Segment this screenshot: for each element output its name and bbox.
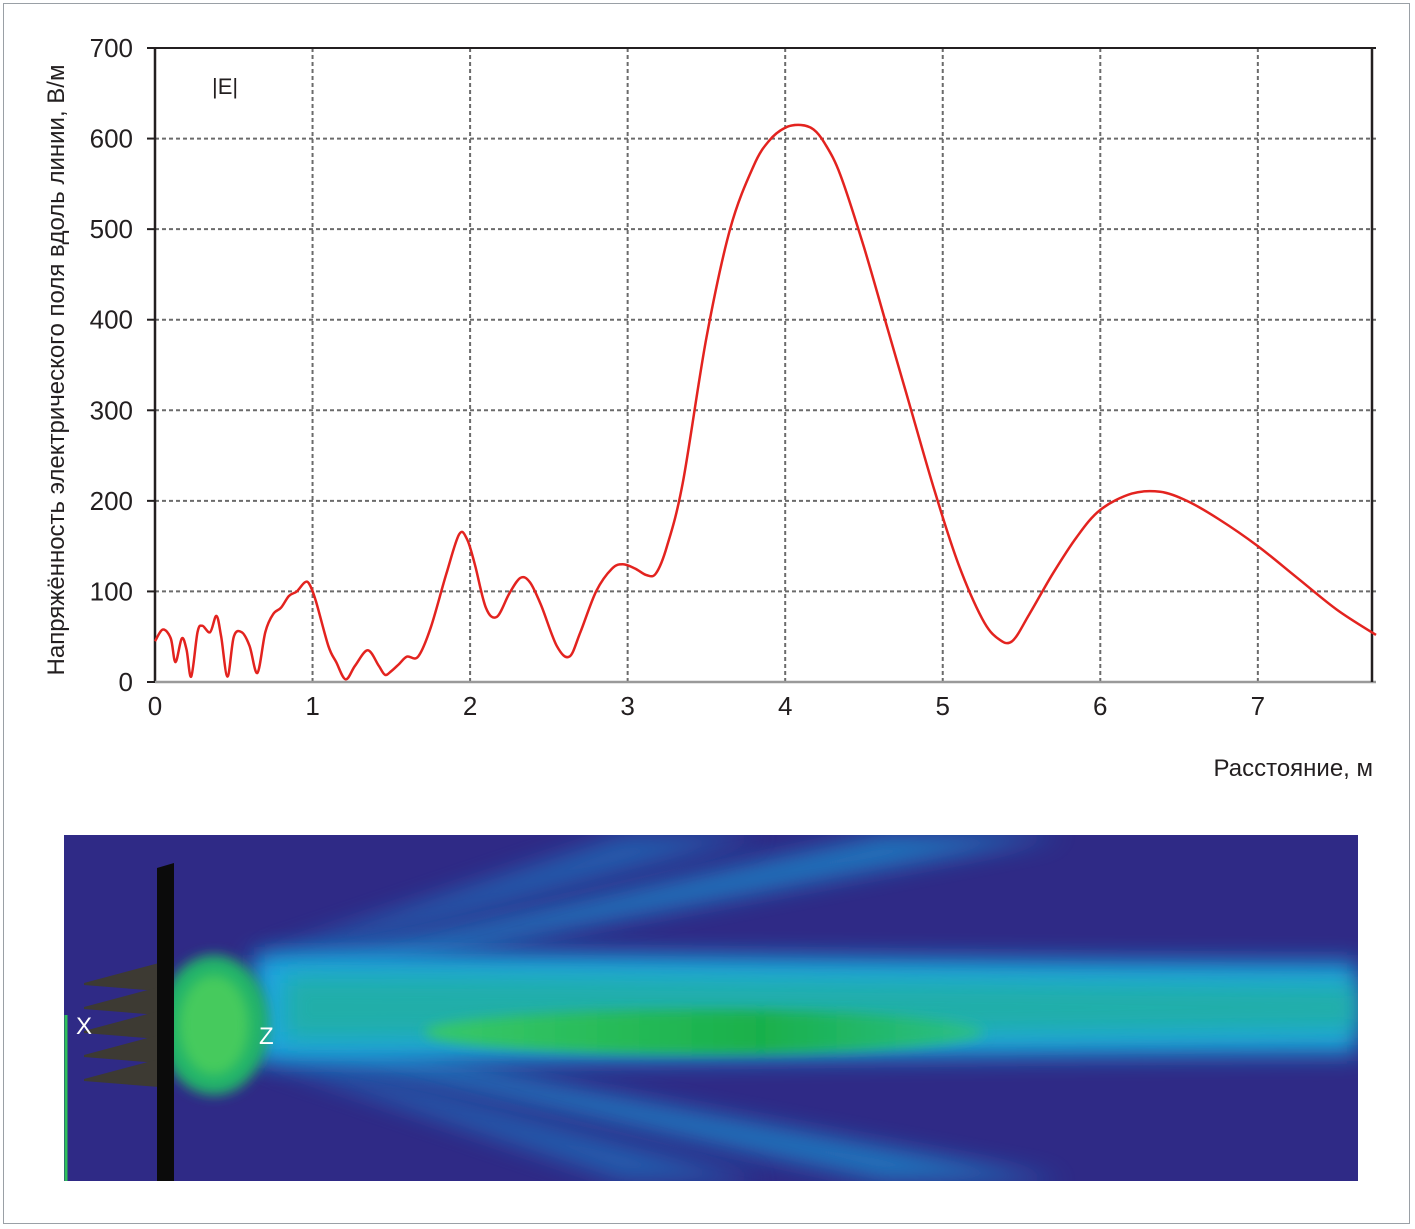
y-tick-label: 400 [90, 305, 133, 335]
field-distribution-image: X Z [64, 835, 1358, 1181]
x-axis-title: Расстояние, м [1213, 755, 1373, 782]
x-tick-label: 4 [778, 691, 792, 721]
x-axis-marker: X [76, 1013, 93, 1040]
series-label: |E| [212, 74, 239, 99]
y-tick-label: 100 [90, 576, 133, 606]
x-tick-label: 3 [620, 691, 634, 721]
chart-plot: 0 100 200 300 400 500 600 700 0 1 2 3 4 5 6 7 [90, 33, 1377, 721]
x-tick-label: 6 [1093, 691, 1107, 721]
x-tick-label: 5 [936, 691, 950, 721]
y-tick-label: 600 [90, 124, 133, 154]
y-tick-label: 0 [119, 667, 133, 697]
y-tick-label: 700 [90, 33, 133, 63]
y-tick-label: 200 [90, 486, 133, 516]
y-tick-label: 300 [90, 395, 133, 425]
y-axis-title: Напряжённость электрического поля вдоль … [43, 64, 70, 676]
x-tick-label: 7 [1251, 691, 1265, 721]
x-tick-label: 0 [148, 691, 162, 721]
y-tick-label: 500 [90, 214, 133, 244]
series-line-E [153, 123, 1377, 681]
x-tick-label: 2 [463, 691, 477, 721]
z-axis-marker: Z [259, 1023, 274, 1050]
x-tick-label: 1 [305, 691, 319, 721]
